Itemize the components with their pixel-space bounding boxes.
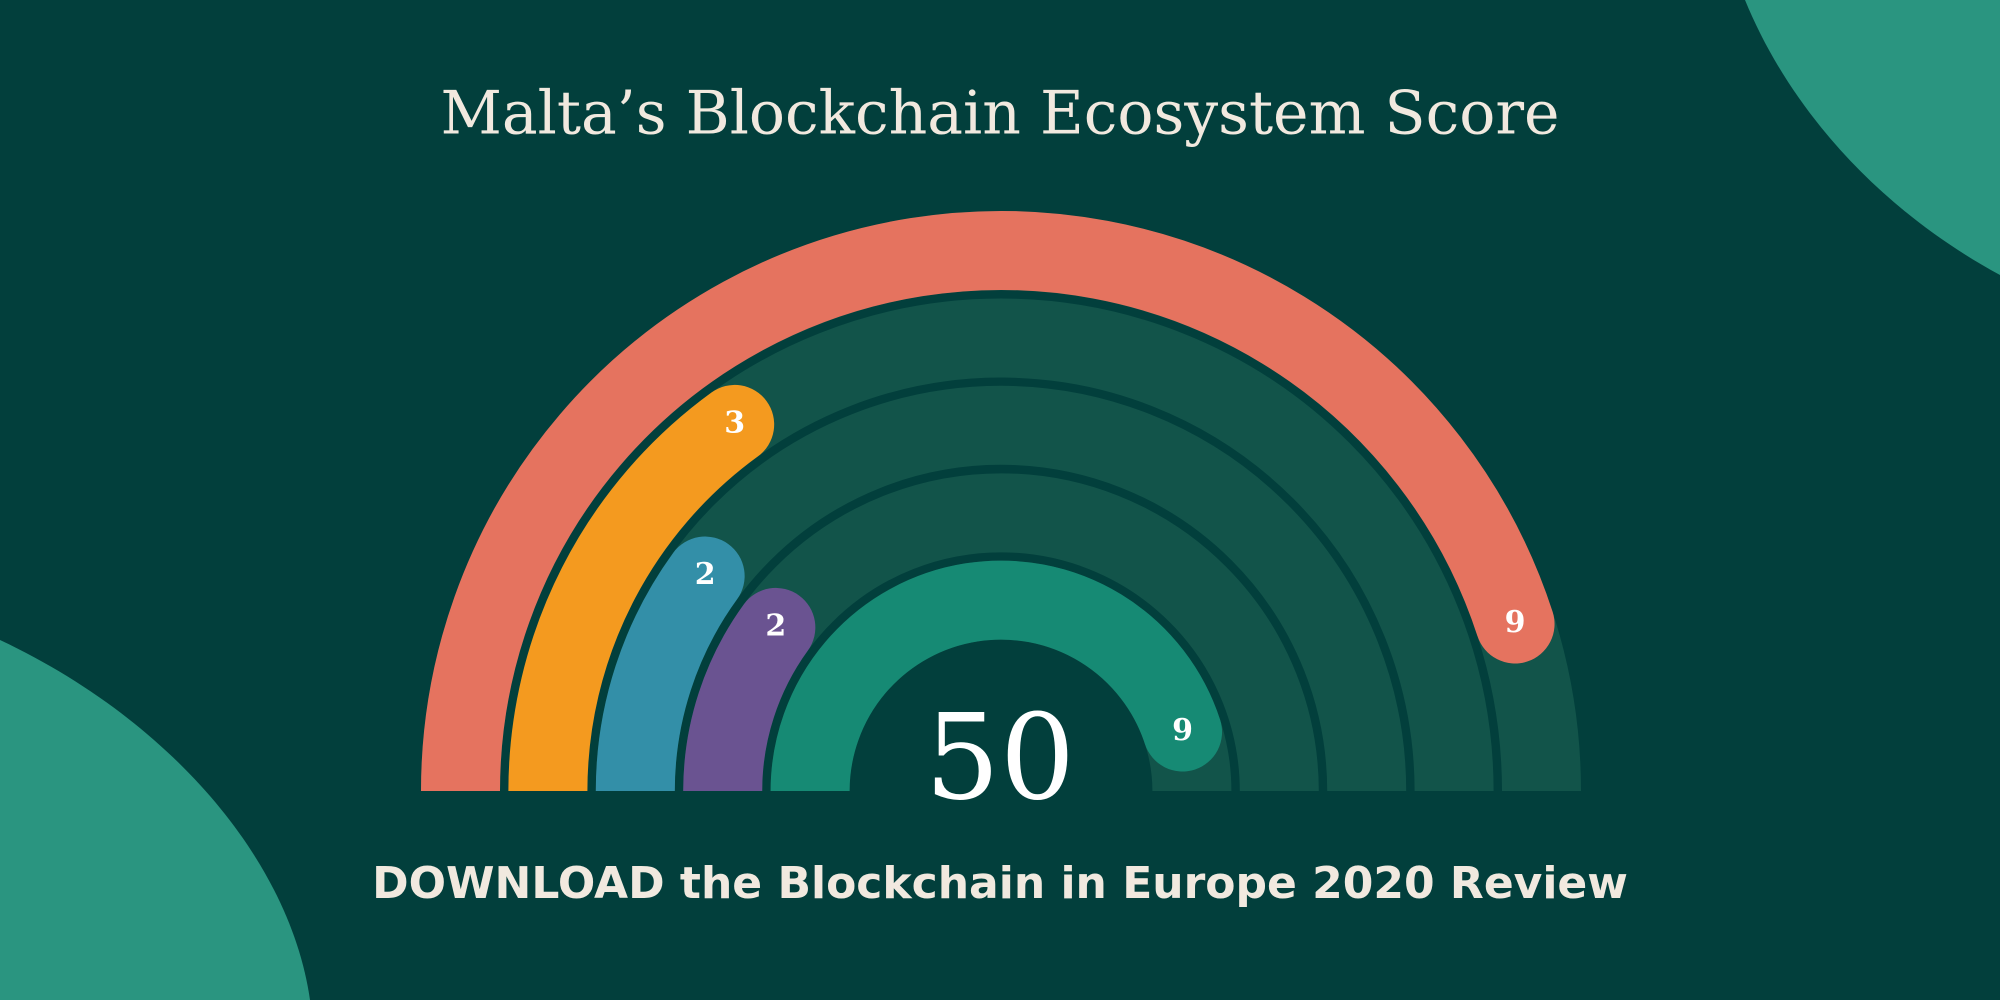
corner-blob	[1745, 0, 2000, 275]
arc-bar	[421, 210, 1555, 791]
value-label: 2	[695, 557, 716, 592]
value-label: 9	[1505, 605, 1526, 640]
total-score: 50	[925, 689, 1075, 827]
download-link[interactable]: DOWNLOAD the Blockchain in Europe 2020 R…	[372, 858, 1628, 909]
arc-bar	[770, 560, 1223, 791]
chart-title: Malta’s Blockchain Ecosystem Score	[440, 79, 1559, 149]
rings	[421, 210, 1581, 791]
value-labels: 9 3 2 2 9	[695, 405, 1526, 748]
corner-blob	[0, 640, 310, 1000]
value-label: 2	[765, 608, 786, 643]
value-label: 3	[724, 405, 745, 440]
arc-bar	[595, 536, 745, 791]
arc-bar	[508, 384, 775, 791]
arc-bar	[683, 587, 816, 791]
value-label: 9	[1172, 713, 1193, 748]
